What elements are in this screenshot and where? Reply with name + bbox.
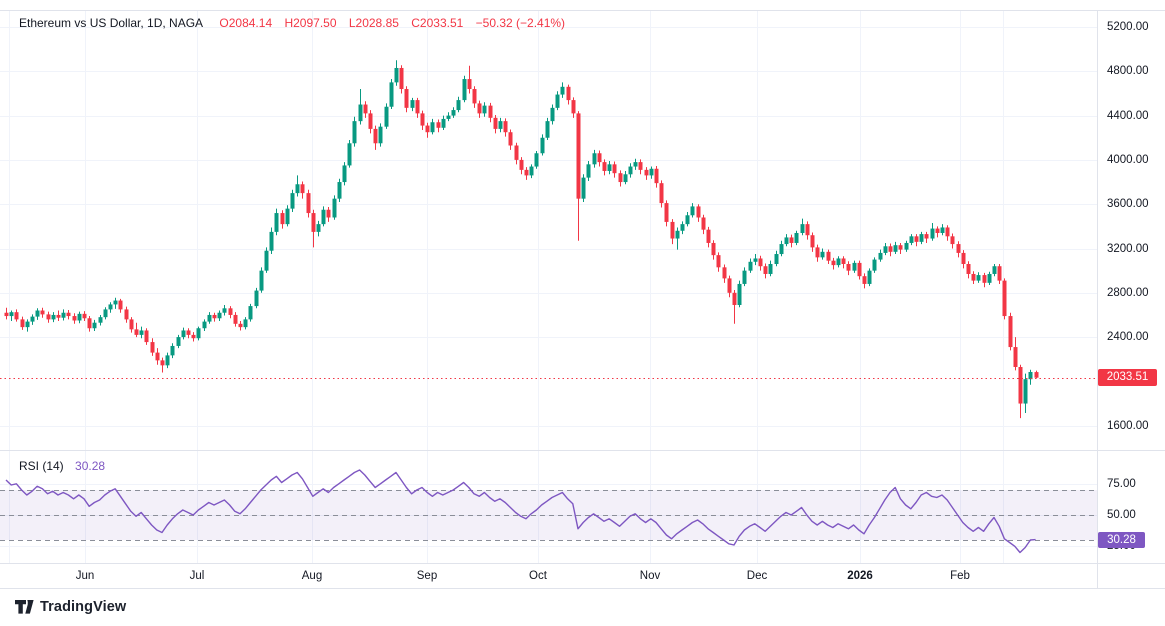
ohlc-close: C2033.51 [411,16,464,30]
rsi-axis-label: 50.00 [1107,509,1136,521]
tradingview-logo-icon [15,600,34,614]
ohlc-low: L2028.85 [348,16,399,30]
price-axis-label: 5200.00 [1107,21,1149,33]
rsi-legend: RSI (14) 30.28 [19,459,105,473]
price-axis-label: 3600.00 [1107,198,1149,211]
time-axis-label: Dec [746,570,768,582]
time-axis-label: Feb [950,570,970,582]
symbol-legend: Ethereum vs US Dollar, 1D, NAGA O2084.14… [19,16,565,30]
price-axis-label: 3200.00 [1107,242,1149,255]
price-axis-label: 4000.00 [1107,153,1149,166]
ohlc-high: H2097.50 [284,16,337,30]
time-axis-label: 2026 [847,570,873,582]
price-axis-label: 4800.00 [1107,65,1149,78]
tradingview-logo-text: TradingView [40,599,127,615]
symbol-title: Ethereum vs US Dollar, 1D, NAGA [19,16,204,30]
rsi-value: 30.28 [75,459,106,473]
time-axis-label: Jun [75,570,95,582]
price-axis-label: 1600.00 [1107,419,1149,432]
ohlc-open: O2084.14 [219,16,273,30]
price-axis-label: 4400.00 [1107,109,1149,122]
time-axis-label: Jul [189,570,205,582]
time-axis-label: Aug [301,570,323,582]
price-axis-label: 2800.00 [1107,286,1149,299]
time-axis-label: Nov [639,570,661,582]
change-value: −50.32 (−2.41%) [475,16,566,30]
current-price-badge: 2033.51 [1098,369,1157,387]
rsi-value-badge: 30.28 [1098,531,1145,548]
rsi-label: RSI (14) [19,459,64,473]
rsi-axis-label: 75.00 [1107,477,1136,490]
price-axis-label: 2400.00 [1107,331,1149,344]
tradingview-logo[interactable]: TradingView [15,599,126,615]
time-axis-label: Sep [416,570,438,582]
time-axis-label: Oct [529,570,547,582]
